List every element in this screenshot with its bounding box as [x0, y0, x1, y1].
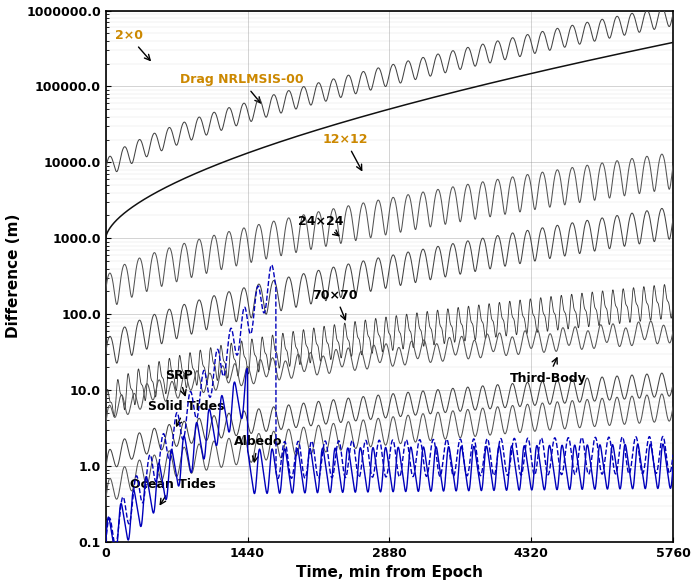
Text: 24×24: 24×24 [298, 215, 343, 236]
Text: 70×70: 70×70 [313, 289, 358, 320]
Text: 12×12: 12×12 [322, 133, 368, 171]
Text: Third-Body: Third-Body [509, 358, 586, 384]
Text: Drag NRLMSIS-00: Drag NRLMSIS-00 [180, 73, 303, 103]
Text: Solid Tides: Solid Tides [148, 400, 225, 426]
Text: Ocean Tides: Ocean Tides [130, 478, 216, 505]
X-axis label: Time, min from Epoch: Time, min from Epoch [296, 565, 483, 581]
Y-axis label: Difference (m): Difference (m) [6, 214, 21, 339]
Text: Albedo: Albedo [234, 435, 283, 462]
Text: SRP: SRP [165, 369, 193, 396]
Text: 2×0: 2×0 [115, 29, 150, 60]
